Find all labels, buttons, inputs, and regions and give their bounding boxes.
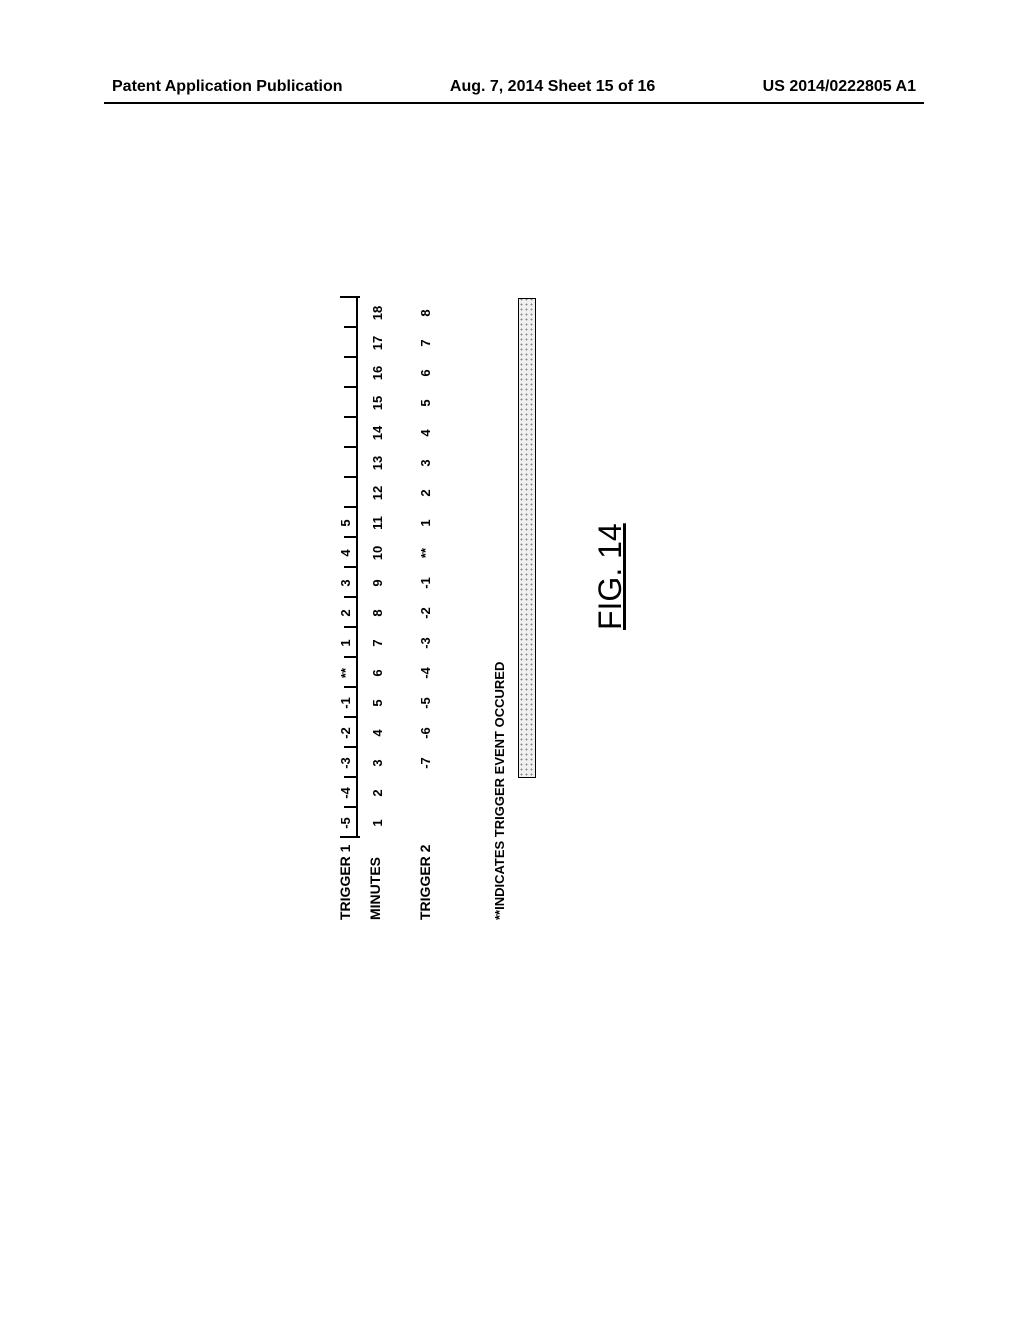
- axis-tick: [344, 596, 356, 598]
- timeline-cell: -1: [338, 688, 353, 718]
- timeline-block: TRIGGER 1 -5-4-3-2-1**12345 MINUTES 1234…: [332, 280, 442, 920]
- timeline-cell: -6: [418, 718, 433, 748]
- timeline-cell: [418, 778, 433, 808]
- timeline-cell: 13: [370, 448, 385, 478]
- timeline-cell: 18: [370, 298, 385, 328]
- axis-tick: [344, 386, 356, 388]
- timeline-cell: -1: [418, 568, 433, 598]
- timeline-cell: **: [418, 538, 433, 568]
- axis-tick: [340, 296, 360, 298]
- axis-tick: [344, 806, 356, 808]
- footnote: **INDICATES TRIGGER EVENT OCCURED: [492, 662, 507, 920]
- trigger1-row: TRIGGER 1 -5-4-3-2-1**12345: [332, 280, 358, 920]
- timeline-cell: [418, 808, 433, 838]
- minutes-axis: [356, 298, 358, 838]
- axis-tick: [340, 836, 360, 838]
- timeline-cell: [338, 328, 353, 358]
- trigger2-cells: -7-6-5-4-3-2-1**12345678: [418, 280, 433, 838]
- timeline-cell: -3: [338, 748, 353, 778]
- figure-label: FIG. 14: [592, 523, 629, 630]
- trigger1-cells: -5-4-3-2-1**12345: [338, 280, 353, 838]
- timeline-cell: -3: [418, 628, 433, 658]
- axis-tick: [344, 776, 356, 778]
- timeline-cell: 16: [370, 358, 385, 388]
- axis-tick: [344, 356, 356, 358]
- timeline-cell: -2: [418, 598, 433, 628]
- trigger2-label: TRIGGER 2: [417, 838, 433, 920]
- timeline-cell: 6: [370, 658, 385, 688]
- timeline-cell: 2: [338, 598, 353, 628]
- header-right: US 2014/0222805 A1: [763, 78, 916, 96]
- axis-tick: [344, 416, 356, 418]
- axis-tick: [344, 566, 356, 568]
- minutes-cells: 123456789101112131415161718: [370, 280, 385, 838]
- timeline-cell: 10: [370, 538, 385, 568]
- axis-tick: [344, 686, 356, 688]
- axis-tick: [344, 506, 356, 508]
- axis-tick: [344, 446, 356, 448]
- timeline-cell: [338, 358, 353, 388]
- timeline-cell: 2: [370, 778, 385, 808]
- axis-tick: [344, 476, 356, 478]
- timeline-cell: 11: [370, 508, 385, 538]
- timeline-cell: 5: [370, 688, 385, 718]
- axis-tick: [344, 656, 356, 658]
- timeline-cell: [338, 448, 353, 478]
- timeline-cell: 3: [370, 748, 385, 778]
- trigger2-row: TRIGGER 2 -7-6-5-4-3-2-1**12345678: [412, 280, 438, 920]
- timeline-cell: [338, 418, 353, 448]
- minutes-label: MINUTES: [367, 838, 383, 920]
- trigger1-label: TRIGGER 1: [337, 838, 353, 920]
- figure-area: TRIGGER 1 -5-4-3-2-1**12345 MINUTES 1234…: [0, 160, 1024, 940]
- rotated-content: TRIGGER 1 -5-4-3-2-1**12345 MINUTES 1234…: [212, 160, 812, 940]
- timeline-cell: 12: [370, 478, 385, 508]
- timeline-cell: [338, 298, 353, 328]
- timeline-cell: 6: [418, 358, 433, 388]
- timeline-cell: [338, 388, 353, 418]
- axis-tick: [344, 326, 356, 328]
- timeline-cell: 5: [338, 508, 353, 538]
- timeline-cell: 1: [418, 508, 433, 538]
- axis-tick: [344, 626, 356, 628]
- timeline-cell: 4: [338, 538, 353, 568]
- timeline-cell: 8: [418, 298, 433, 328]
- timeline-cell: 9: [370, 568, 385, 598]
- timeline-cell: **: [338, 658, 353, 688]
- timeline-cell: 7: [418, 328, 433, 358]
- timeline-cell: 7: [370, 628, 385, 658]
- timeline-cell: -5: [338, 808, 353, 838]
- timeline-cell: 5: [418, 388, 433, 418]
- timeline-cell: 3: [338, 568, 353, 598]
- timeline-cell: [338, 478, 353, 508]
- minutes-row: MINUTES 123456789101112131415161718: [362, 280, 388, 920]
- timeline-cell: 1: [370, 808, 385, 838]
- timeline-cell: 4: [418, 418, 433, 448]
- header-left: Patent Application Publication: [112, 78, 343, 96]
- timeline-cell: 4: [370, 718, 385, 748]
- timeline-cell: 1: [338, 628, 353, 658]
- timeline-cell: 15: [370, 388, 385, 418]
- data-bar: [518, 298, 536, 778]
- header-divider: [104, 102, 924, 104]
- timeline-cell: 14: [370, 418, 385, 448]
- timeline-cell: -7: [418, 748, 433, 778]
- header-center: Aug. 7, 2014 Sheet 15 of 16: [450, 78, 655, 96]
- timeline-cell: -4: [418, 658, 433, 688]
- axis-tick: [344, 716, 356, 718]
- timeline-cell: 17: [370, 328, 385, 358]
- axis-tick: [344, 746, 356, 748]
- axis-tick: [344, 536, 356, 538]
- timeline-cell: -4: [338, 778, 353, 808]
- timeline-cell: 2: [418, 478, 433, 508]
- timeline-cell: 8: [370, 598, 385, 628]
- timeline-cell: -2: [338, 718, 353, 748]
- timeline-cell: 3: [418, 448, 433, 478]
- timeline-cell: -5: [418, 688, 433, 718]
- patent-header: Patent Application Publication Aug. 7, 2…: [0, 78, 1024, 96]
